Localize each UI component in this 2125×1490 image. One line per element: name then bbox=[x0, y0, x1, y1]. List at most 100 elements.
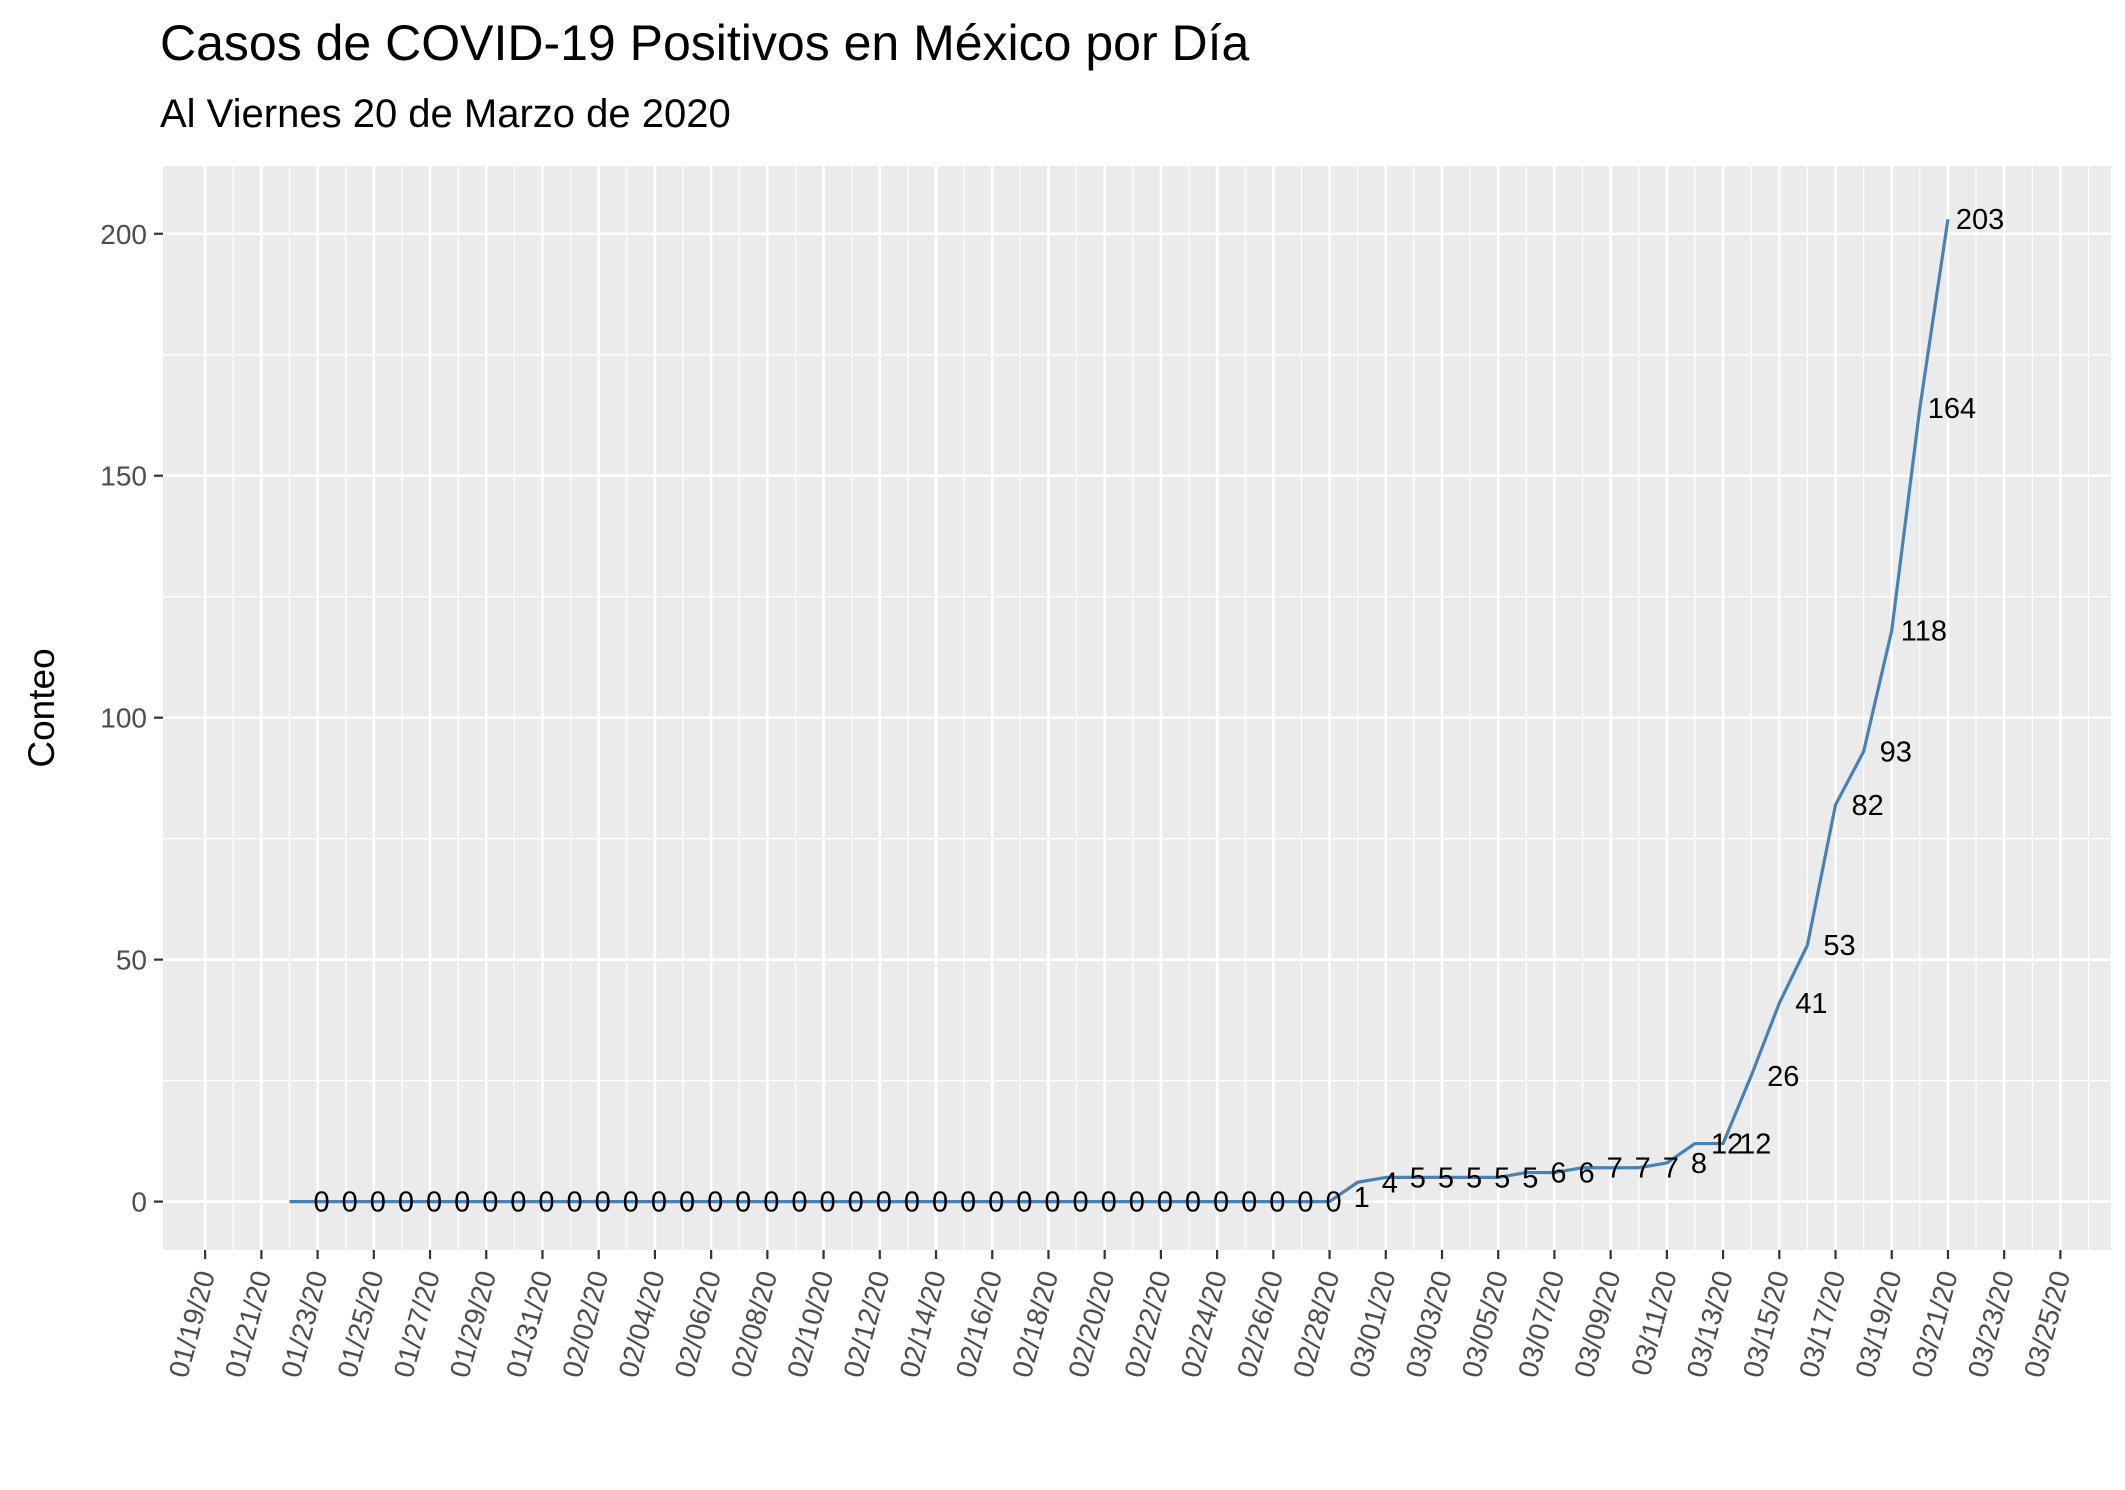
x-tick-label: 03/15/20 bbox=[1737, 1268, 1795, 1381]
data-label: 7 bbox=[1635, 1153, 1651, 1185]
data-label: 0 bbox=[791, 1187, 807, 1219]
x-tick-label: 01/25/20 bbox=[331, 1268, 389, 1381]
data-label: 7 bbox=[1663, 1153, 1679, 1185]
data-label: 0 bbox=[651, 1187, 667, 1219]
x-tick-label: 02/16/20 bbox=[950, 1268, 1008, 1381]
data-label: 0 bbox=[623, 1187, 639, 1219]
data-label: 0 bbox=[595, 1187, 611, 1219]
x-tick-label: 02/12/20 bbox=[837, 1268, 895, 1381]
data-label: 12 bbox=[1711, 1129, 1743, 1161]
x-tick-label: 03/19/20 bbox=[1849, 1268, 1907, 1381]
data-label: 7 bbox=[1607, 1153, 1623, 1185]
data-label: 0 bbox=[876, 1187, 892, 1219]
data-label: 93 bbox=[1880, 737, 1912, 769]
x-tick-label: 01/21/20 bbox=[219, 1268, 277, 1381]
data-label: 0 bbox=[763, 1187, 779, 1219]
data-label: 0 bbox=[1044, 1187, 1060, 1219]
data-label: 53 bbox=[1823, 930, 1855, 962]
y-axis-label: Conteo bbox=[21, 648, 62, 767]
data-label: 118 bbox=[1901, 616, 1947, 648]
data-label: 0 bbox=[370, 1187, 386, 1219]
x-tick-label: 01/31/20 bbox=[500, 1268, 558, 1381]
y-tick-label: 0 bbox=[131, 1187, 147, 1218]
data-label: 5 bbox=[1438, 1162, 1454, 1194]
data-label: 0 bbox=[1072, 1187, 1088, 1219]
data-label: 6 bbox=[1550, 1158, 1566, 1190]
x-tick-label: 01/19/20 bbox=[163, 1268, 221, 1381]
chart-subtitle: Al Viernes 20 de Marzo de 2020 bbox=[160, 92, 731, 136]
data-label: 0 bbox=[679, 1187, 695, 1219]
series-line bbox=[289, 218, 1950, 1204]
x-tick-label: 01/23/20 bbox=[275, 1268, 333, 1381]
data-label: 0 bbox=[398, 1187, 414, 1219]
data-label: 0 bbox=[960, 1187, 976, 1219]
data-label: 0 bbox=[1325, 1187, 1341, 1219]
x-tick-label: 03/21/20 bbox=[1906, 1268, 1964, 1381]
data-label: 5 bbox=[1466, 1162, 1482, 1194]
data-label: 0 bbox=[735, 1187, 751, 1219]
y-tick-label: 50 bbox=[116, 945, 147, 976]
data-label: 0 bbox=[1101, 1187, 1117, 1219]
x-tick-label: 03/03/20 bbox=[1400, 1268, 1458, 1381]
data-label: 0 bbox=[848, 1187, 864, 1219]
x-tick-label: 03/11/20 bbox=[1625, 1268, 1683, 1379]
y-tick-label: 200 bbox=[100, 219, 147, 250]
data-label: 0 bbox=[1213, 1187, 1229, 1219]
y-tick-label: 150 bbox=[100, 461, 147, 492]
data-label: 12 bbox=[1739, 1129, 1771, 1161]
data-label: 0 bbox=[1269, 1187, 1285, 1219]
data-label: 0 bbox=[538, 1187, 554, 1219]
x-tick-label: 03/05/20 bbox=[1456, 1268, 1514, 1381]
x-tick-label: 03/13/20 bbox=[1681, 1268, 1739, 1381]
data-label: 164 bbox=[1928, 393, 1976, 425]
data-label: 0 bbox=[988, 1187, 1004, 1219]
data-label: 82 bbox=[1852, 790, 1884, 822]
x-tick-label: 02/18/20 bbox=[1006, 1268, 1064, 1381]
data-label: 0 bbox=[342, 1187, 358, 1219]
x-tick-label: 03/23/20 bbox=[1962, 1268, 2020, 1381]
data-label: 0 bbox=[1185, 1187, 1201, 1219]
x-tick-label: 02/14/20 bbox=[894, 1268, 952, 1381]
x-tick-label: 03/17/20 bbox=[1793, 1268, 1851, 1381]
data-label: 41 bbox=[1795, 988, 1827, 1020]
x-tick-label: 03/25/20 bbox=[2018, 1268, 2076, 1381]
data-label: 0 bbox=[454, 1187, 470, 1219]
x-axis: 01/19/2001/21/2001/23/2001/25/2001/27/20… bbox=[163, 1250, 2076, 1381]
x-tick-label: 02/28/20 bbox=[1287, 1268, 1345, 1381]
data-label: 0 bbox=[1241, 1187, 1257, 1219]
x-tick-label: 02/04/20 bbox=[613, 1268, 671, 1381]
x-tick-label: 02/06/20 bbox=[669, 1268, 727, 1381]
data-label: 1 bbox=[1354, 1182, 1370, 1214]
data-label: 26 bbox=[1767, 1061, 1799, 1093]
data-label: 8 bbox=[1691, 1148, 1707, 1180]
x-tick-label: 02/10/20 bbox=[781, 1268, 839, 1381]
x-tick-label: 03/07/20 bbox=[1512, 1268, 1570, 1381]
data-label: 0 bbox=[314, 1187, 330, 1219]
data-label: 0 bbox=[932, 1187, 948, 1219]
x-tick-label: 02/02/20 bbox=[556, 1268, 614, 1381]
x-tick-label: 02/26/20 bbox=[1231, 1268, 1289, 1381]
data-label: 0 bbox=[1157, 1187, 1173, 1219]
x-tick-label: 03/01/20 bbox=[1343, 1268, 1401, 1381]
x-tick-label: 02/08/20 bbox=[725, 1268, 783, 1381]
data-label: 0 bbox=[426, 1187, 442, 1219]
x-tick-label: 01/27/20 bbox=[388, 1268, 446, 1381]
data-label: 6 bbox=[1578, 1158, 1594, 1190]
data-label: 5 bbox=[1522, 1162, 1538, 1194]
x-tick-label: 02/22/20 bbox=[1119, 1268, 1177, 1381]
x-tick-label: 02/20/20 bbox=[1062, 1268, 1120, 1381]
data-label: 0 bbox=[1129, 1187, 1145, 1219]
data-label: 0 bbox=[482, 1187, 498, 1219]
data-label: 0 bbox=[1297, 1187, 1313, 1219]
data-label: 5 bbox=[1410, 1162, 1426, 1194]
data-label: 0 bbox=[510, 1187, 526, 1219]
data-label: 0 bbox=[1016, 1187, 1032, 1219]
x-tick-label: 02/24/20 bbox=[1175, 1268, 1233, 1381]
x-tick-label: 03/09/20 bbox=[1568, 1268, 1626, 1381]
data-label: 5 bbox=[1494, 1162, 1510, 1194]
data-label: 4 bbox=[1382, 1167, 1398, 1199]
data-label: 0 bbox=[707, 1187, 723, 1219]
grid-major bbox=[163, 166, 2111, 1250]
